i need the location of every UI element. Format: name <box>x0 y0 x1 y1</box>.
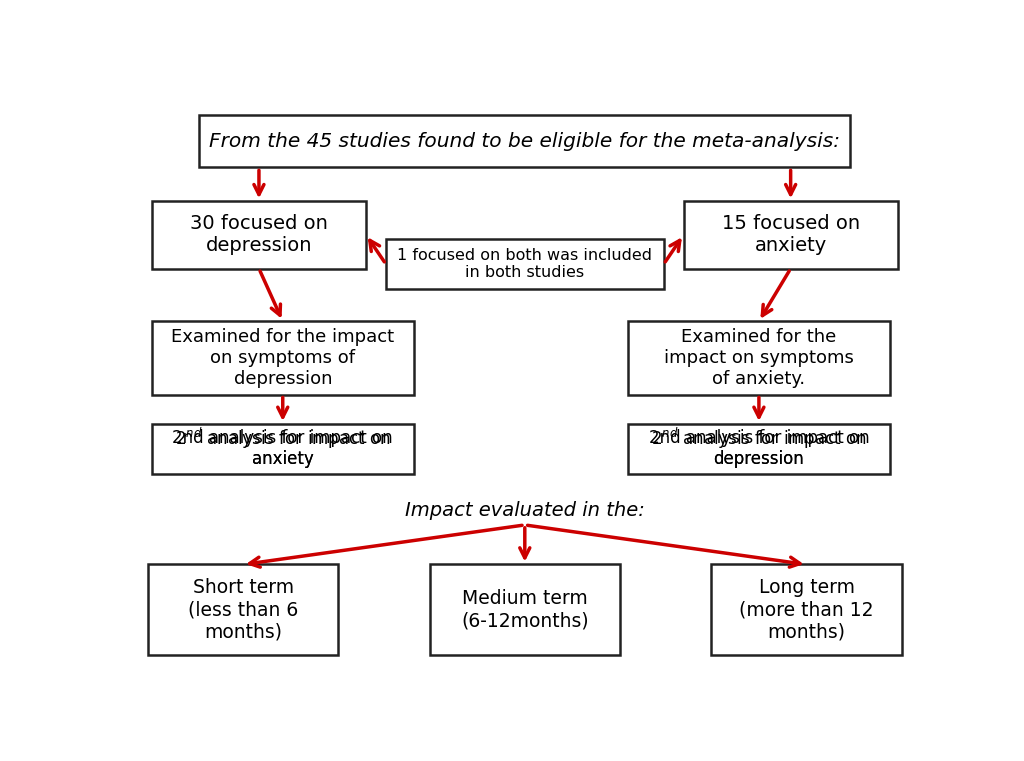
FancyBboxPatch shape <box>386 239 664 289</box>
FancyBboxPatch shape <box>628 321 890 394</box>
FancyBboxPatch shape <box>712 565 902 655</box>
Text: Examined for the
impact on symptoms
of anxiety.: Examined for the impact on symptoms of a… <box>664 328 854 388</box>
Text: $2^{nd}$ analysis for impact on: $2^{nd}$ analysis for impact on <box>175 425 391 451</box>
Text: 1 focused on both was included
in both studies: 1 focused on both was included in both s… <box>397 248 652 280</box>
Text: 30 focused on
depression: 30 focused on depression <box>190 215 328 256</box>
FancyBboxPatch shape <box>152 424 414 473</box>
Text: Impact evaluated in the:: Impact evaluated in the: <box>404 501 645 520</box>
Text: 2nd analysis for impact on
anxiety: 2nd analysis for impact on anxiety <box>172 429 393 468</box>
FancyBboxPatch shape <box>430 565 620 655</box>
FancyBboxPatch shape <box>152 201 367 269</box>
Text: From the 45 studies found to be eligible for the meta-analysis:: From the 45 studies found to be eligible… <box>209 132 841 151</box>
Text: 2nd analysis for impact on
depression: 2nd analysis for impact on depression <box>648 429 869 468</box>
Text: Medium term
(6-12months): Medium term (6-12months) <box>461 590 589 630</box>
FancyBboxPatch shape <box>152 321 414 394</box>
Text: depression: depression <box>714 451 804 468</box>
Text: anxiety: anxiety <box>252 451 313 468</box>
FancyBboxPatch shape <box>628 424 890 473</box>
Text: Examined for the impact
on symptoms of
depression: Examined for the impact on symptoms of d… <box>171 328 394 388</box>
FancyBboxPatch shape <box>200 115 850 167</box>
Text: Short term
(less than 6
months): Short term (less than 6 months) <box>188 578 298 642</box>
FancyBboxPatch shape <box>147 565 338 655</box>
Text: Long term
(more than 12
months): Long term (more than 12 months) <box>739 578 873 642</box>
Text: $2^{nd}$ analysis for impact on: $2^{nd}$ analysis for impact on <box>651 425 867 451</box>
Text: 15 focused on
anxiety: 15 focused on anxiety <box>722 215 860 256</box>
FancyBboxPatch shape <box>684 201 898 269</box>
